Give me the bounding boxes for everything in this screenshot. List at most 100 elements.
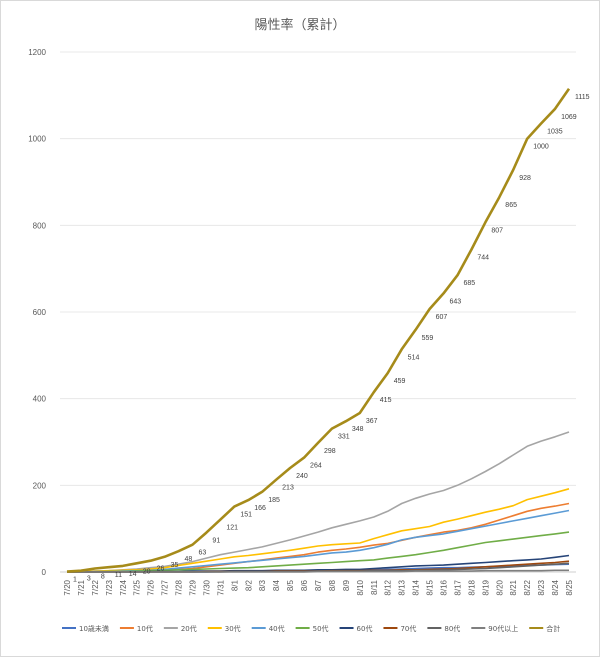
x-tick-label: 8/7 (314, 579, 323, 591)
x-tick-label: 8/18 (467, 579, 476, 595)
data-label: 865 (505, 202, 517, 209)
legend-label: 90代以上 (488, 624, 518, 633)
y-tick-label: 1000 (28, 135, 46, 144)
x-tick-label: 8/24 (551, 579, 560, 595)
data-label: 1069 (561, 114, 577, 121)
legend-label: 合計 (546, 624, 560, 633)
x-tick-label: 7/28 (175, 579, 184, 595)
x-tick-label: 7/25 (133, 579, 142, 595)
x-tick-label: 7/30 (202, 579, 211, 595)
data-label: 415 (380, 397, 392, 404)
x-tick-label: 8/6 (300, 579, 309, 591)
x-tick-label: 7/26 (147, 579, 156, 595)
data-label: 331 (338, 434, 350, 441)
y-tick-label: 600 (33, 308, 47, 317)
data-label: 48 (185, 556, 193, 563)
x-tick-label: 8/22 (523, 579, 532, 595)
series-line (67, 531, 570, 573)
x-tick-label: 8/8 (328, 579, 337, 591)
data-label: 807 (491, 227, 503, 234)
x-tick-label: 8/1 (230, 579, 239, 591)
x-tick-label: 7/21 (77, 579, 86, 595)
legend-label: 80代 (444, 624, 460, 633)
data-label: 643 (450, 298, 462, 305)
data-label: 367 (366, 418, 378, 425)
series-line (66, 431, 570, 573)
x-tick-label: 8/5 (286, 579, 295, 591)
x-tick-label: 8/10 (356, 579, 365, 595)
data-label: 11 (115, 572, 122, 579)
y-tick-label: 800 (33, 221, 47, 230)
x-tick-label: 8/23 (537, 579, 546, 595)
x-tick-label: 8/19 (481, 579, 490, 595)
data-label: 559 (422, 335, 434, 342)
series-line (66, 488, 570, 573)
x-tick-label: 8/2 (244, 579, 253, 591)
x-tick-label: 7/24 (119, 579, 128, 595)
data-label: 514 (408, 354, 420, 361)
x-tick-label: 8/12 (384, 579, 393, 595)
data-label: 744 (477, 255, 489, 262)
data-label: 3 (87, 576, 91, 583)
chart-title: 陽性率（累計） (254, 18, 346, 33)
legend-label: 20代 (181, 624, 197, 633)
x-tick-label: 8/13 (398, 579, 407, 595)
x-tick-label: 8/9 (342, 579, 351, 591)
x-tick-label: 7/20 (63, 579, 72, 595)
x-tick-label: 8/25 (565, 579, 574, 595)
x-tick-label: 8/16 (440, 579, 449, 595)
data-label: 63 (198, 550, 206, 557)
legend-label: 10歳未満 (79, 624, 109, 633)
y-tick-label: 200 (33, 481, 47, 490)
data-label: 213 (282, 485, 294, 492)
data-label: 348 (352, 426, 364, 433)
x-tick-label: 8/11 (370, 579, 379, 595)
data-label: 1 (73, 577, 77, 584)
data-label: 91 (212, 538, 220, 545)
data-label: 121 (226, 525, 238, 532)
data-label: 685 (463, 280, 475, 287)
y-tick-label: 1200 (28, 48, 46, 57)
legend-label: 30代 (225, 624, 241, 633)
x-tick-label: 7/27 (161, 579, 170, 595)
y-tick-label: 400 (33, 395, 47, 404)
data-label: 26 (157, 566, 165, 573)
data-label: 185 (268, 497, 280, 504)
data-label: 151 (240, 512, 252, 519)
x-tick-label: 8/15 (426, 579, 435, 595)
legend-label: 40代 (269, 624, 285, 633)
data-label: 298 (324, 448, 336, 455)
legend-label: 10代 (137, 624, 153, 633)
x-tick-label: 8/14 (412, 579, 421, 595)
legend-label: 60代 (357, 624, 373, 633)
x-tick-label: 8/17 (453, 579, 462, 595)
data-label: 928 (519, 175, 531, 182)
data-label: 35 (171, 562, 179, 569)
data-label: 166 (254, 505, 266, 512)
data-label: 1115 (575, 94, 590, 101)
data-label: 8 (101, 574, 105, 581)
x-tick-label: 7/29 (188, 579, 197, 595)
legend-label: 70代 (400, 624, 416, 633)
data-label: 459 (394, 378, 406, 385)
data-label: 264 (310, 463, 322, 470)
x-tick-label: 8/20 (495, 579, 504, 595)
data-label: 240 (296, 473, 308, 480)
data-label: 1035 (547, 129, 563, 136)
series-line (67, 569, 569, 573)
x-tick-label: 8/4 (272, 579, 281, 591)
x-tick-label: 7/31 (216, 579, 225, 595)
legend-label: 50代 (313, 624, 329, 633)
data-label: 1000 (533, 144, 549, 151)
data-label: 607 (436, 314, 448, 321)
x-tick-label: 7/22 (91, 579, 100, 595)
data-label: 20 (143, 568, 151, 575)
x-tick-label: 7/23 (105, 579, 114, 595)
x-tick-label: 8/21 (509, 579, 518, 595)
y-tick-label: 0 (42, 568, 47, 577)
data-label: 14 (129, 571, 137, 578)
series-line (66, 88, 571, 573)
x-tick-label: 8/3 (258, 579, 267, 591)
